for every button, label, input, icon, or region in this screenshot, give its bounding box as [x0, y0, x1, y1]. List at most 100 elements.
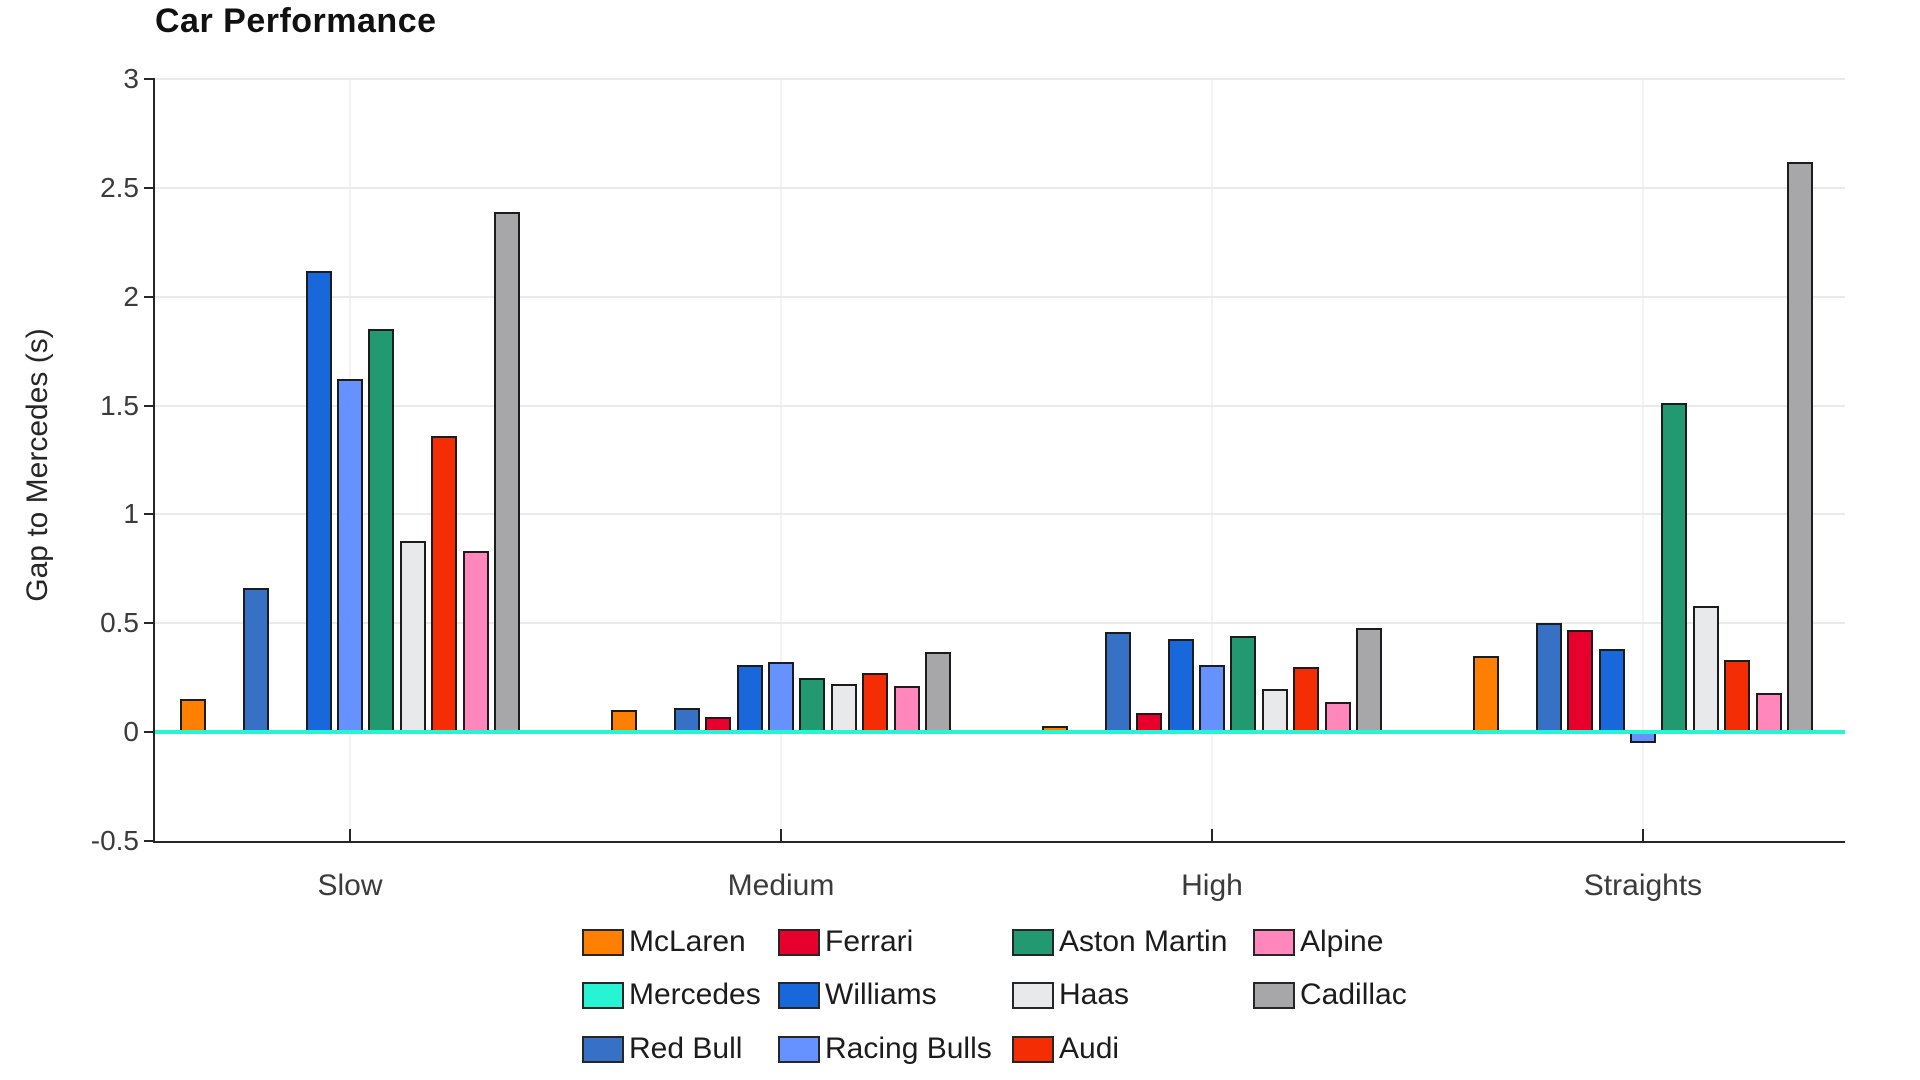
legend-item-cadillac: Cadillac	[1253, 978, 1407, 1012]
legend-item-williams: Williams	[778, 978, 937, 1012]
legend-label: Alpine	[1300, 925, 1384, 958]
bar-racing-bulls-slow	[337, 379, 363, 733]
y-gridline	[155, 622, 1845, 625]
bar-aston-martin-straights	[1661, 403, 1688, 733]
bar-alpine-high	[1324, 701, 1351, 733]
bar-haas-medium	[830, 684, 857, 733]
y-tick	[144, 731, 155, 734]
x-tick	[1642, 829, 1644, 841]
bar-williams-straights	[1598, 649, 1625, 733]
legend-item-red-bull: Red Bull	[582, 1032, 742, 1066]
bar-haas-straights	[1692, 605, 1719, 733]
legend-swatch-aston-martin	[1012, 928, 1054, 956]
bar-cadillac-medium	[925, 651, 951, 733]
legend-label: Red Bull	[629, 1032, 743, 1065]
legend-swatch-ferrari	[778, 928, 820, 956]
y-tick-label: 2	[123, 280, 139, 312]
bar-aston-martin-medium	[799, 677, 826, 733]
bar-cadillac-straights	[1787, 161, 1813, 733]
x-axis-line	[153, 841, 1845, 843]
bar-red-bull-straights	[1535, 623, 1562, 733]
y-tick	[144, 404, 155, 407]
legend-swatch-haas	[1012, 981, 1054, 1009]
bar-red-bull-medium	[673, 708, 700, 733]
legend-item-alpine: Alpine	[1253, 925, 1383, 959]
bar-williams-slow	[305, 270, 332, 733]
legend-swatch-red-bull	[582, 1035, 624, 1063]
legend-swatch-mercedes	[582, 981, 624, 1009]
legend-item-racing-bulls: Racing Bulls	[778, 1032, 992, 1066]
bar-alpine-straights	[1755, 692, 1782, 733]
legend-label: Williams	[825, 978, 937, 1011]
bar-audi-high	[1293, 666, 1320, 733]
bar-racing-bulls-medium	[768, 662, 794, 733]
bar-aston-martin-high	[1230, 636, 1257, 733]
y-tick	[144, 840, 155, 842]
bar-alpine-medium	[893, 686, 920, 733]
legend-swatch-racing-bulls	[778, 1035, 820, 1063]
bar-mclaren-slow	[180, 699, 206, 733]
legend-swatch-alpine	[1253, 928, 1295, 956]
bar-williams-high	[1167, 638, 1194, 733]
bar-mclaren-medium	[611, 710, 637, 733]
mercedes-reference-line	[155, 730, 1845, 735]
y-gridline	[155, 513, 1845, 516]
x-tick-label: Slow	[317, 869, 383, 902]
legend-item-mclaren: McLaren	[582, 925, 746, 959]
y-gridline	[155, 295, 1845, 298]
x-tick-label: Medium	[727, 869, 835, 902]
bar-audi-slow	[431, 436, 458, 733]
y-tick-label: 0.5	[100, 607, 139, 639]
legend-item-ferrari: Ferrari	[778, 925, 913, 959]
bar-audi-straights	[1724, 660, 1751, 733]
legend-item-audi: Audi	[1012, 1032, 1119, 1066]
y-tick-label: 3	[123, 63, 139, 94]
bar-cadillac-high	[1356, 627, 1382, 733]
bar-williams-medium	[736, 664, 763, 733]
legend-label: Mercedes	[629, 978, 761, 1011]
y-tick-label: 1.5	[100, 389, 139, 421]
legend-swatch-cadillac	[1253, 981, 1295, 1009]
legend-label: Ferrari	[825, 925, 914, 958]
y-tick-label: 0	[123, 716, 139, 748]
y-gridline	[155, 78, 1845, 80]
y-tick	[144, 513, 155, 516]
y-tick-label: -0.5	[90, 825, 139, 856]
y-axis-line	[153, 79, 155, 843]
bar-aston-martin-slow	[368, 329, 395, 733]
x-tick	[780, 829, 782, 841]
chart-title: Car Performance	[155, 2, 437, 40]
y-tick	[144, 78, 155, 80]
y-gridline	[155, 186, 1845, 189]
legend-label: Racing Bulls	[825, 1032, 992, 1065]
legend-label: Audi	[1059, 1032, 1120, 1065]
bar-alpine-slow	[462, 551, 489, 733]
legend-label: Cadillac	[1300, 978, 1407, 1011]
bar-haas-high	[1261, 688, 1288, 733]
x-tick	[1211, 829, 1213, 841]
x-gridline	[1642, 79, 1644, 841]
y-tick	[144, 186, 155, 189]
y-tick	[144, 295, 155, 298]
y-axis-label: Gap to Mercedes (s)	[21, 328, 54, 602]
y-tick-label: 1	[123, 498, 139, 530]
legend-swatch-williams	[778, 981, 820, 1009]
bar-haas-slow	[399, 540, 426, 733]
legend-item-aston-martin: Aston Martin	[1012, 925, 1227, 959]
legend-item-mercedes: Mercedes	[582, 978, 761, 1012]
y-gridline	[155, 404, 1845, 407]
bar-cadillac-slow	[494, 211, 520, 733]
bar-mclaren-straights	[1473, 655, 1499, 733]
x-tick-label: Straights	[1583, 869, 1703, 902]
x-gridline	[780, 79, 782, 841]
x-tick	[349, 829, 351, 841]
legend-item-haas: Haas	[1012, 978, 1129, 1012]
bar-audi-medium	[862, 673, 889, 733]
y-tick-label: 2.5	[100, 171, 139, 203]
x-gridline	[1211, 79, 1213, 841]
x-tick-label: High	[1181, 869, 1243, 902]
legend-label: Aston Martin	[1059, 925, 1228, 958]
legend-label: Haas	[1059, 978, 1130, 1011]
bar-ferrari-straights	[1567, 629, 1594, 733]
